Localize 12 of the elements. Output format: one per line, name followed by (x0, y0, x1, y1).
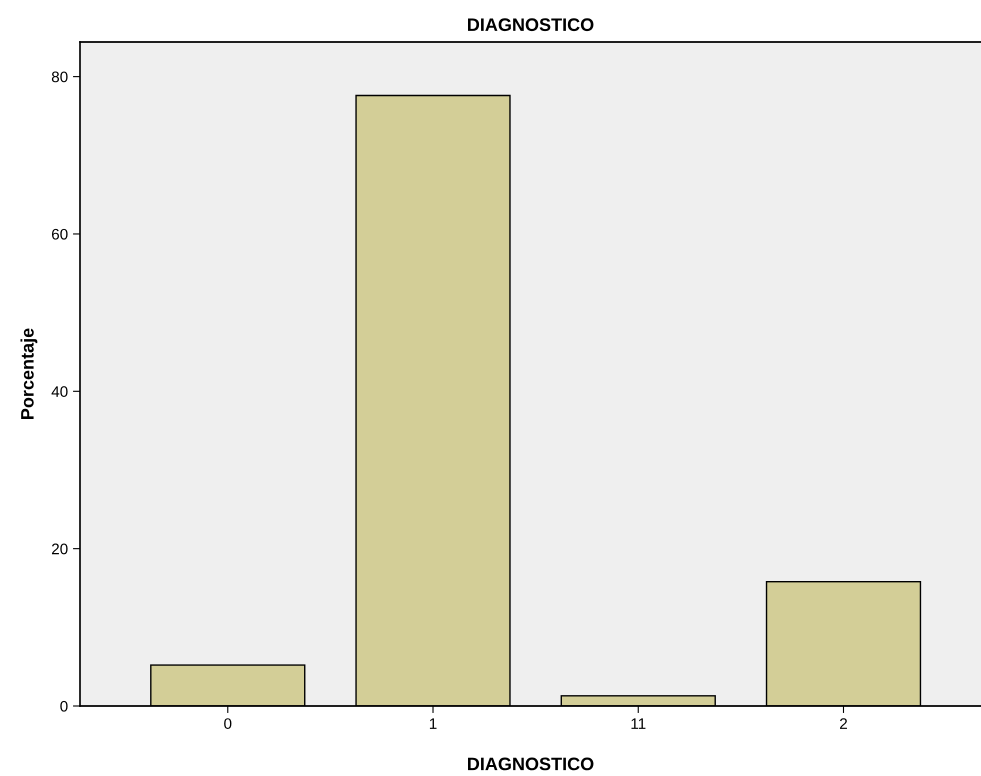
y-tick-label: 20 (52, 544, 68, 554)
y-tick-label: 60 (52, 228, 68, 240)
x-tick-label: 2 (840, 718, 847, 729)
x-tick-label: 0 (224, 718, 232, 730)
x-tick-label: 1 (430, 718, 437, 729)
chart-title: DIAGNOSTICO (468, 18, 594, 32)
y-tick-label: 0 (60, 700, 68, 712)
y-axis-title: Porcentaje (20, 328, 38, 419)
x-tick-label: 11 (631, 718, 646, 729)
x-axis-title: DIAGNOSTICO (468, 758, 594, 770)
y-tick-label: 80 (52, 71, 68, 82)
y-tick-label: 40 (52, 386, 68, 397)
